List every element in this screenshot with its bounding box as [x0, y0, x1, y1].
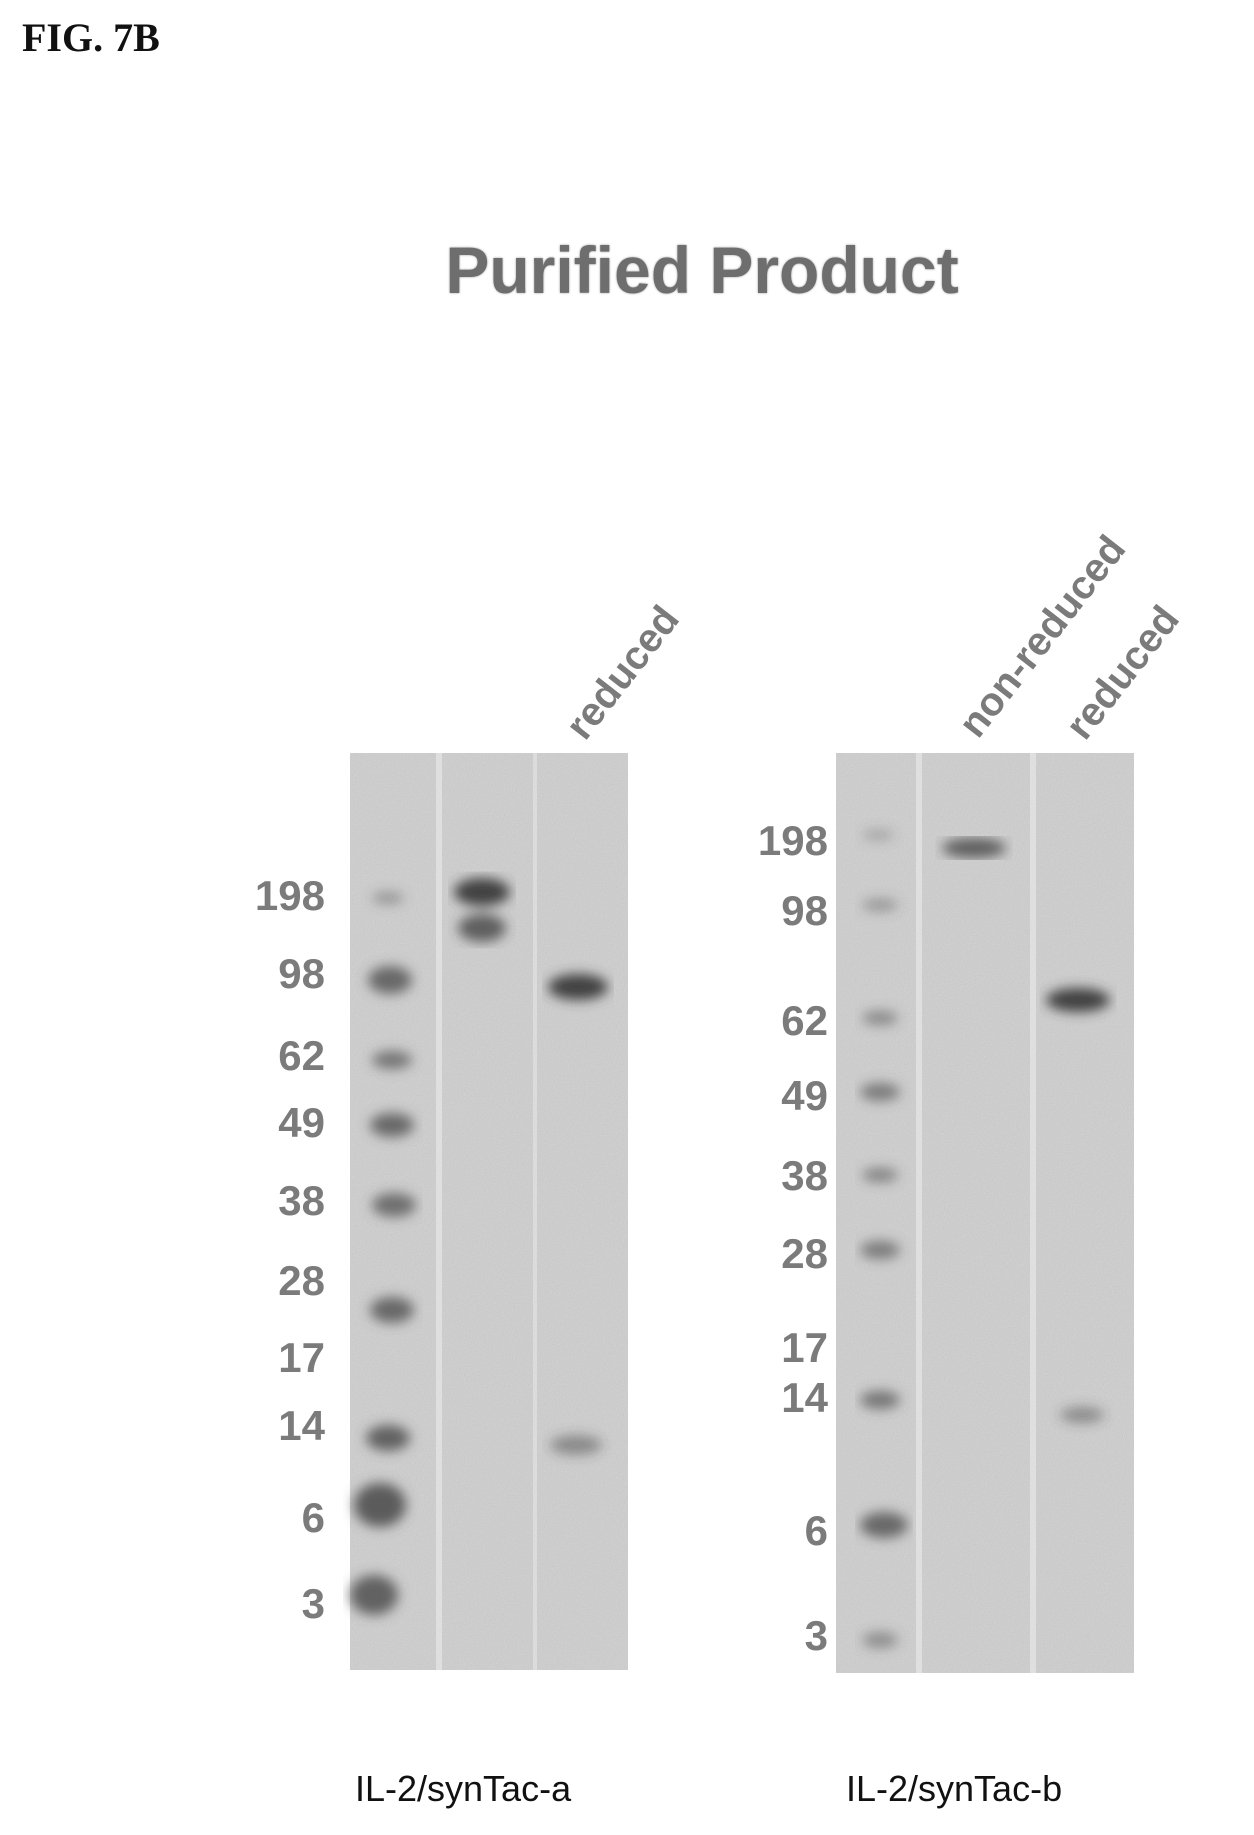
marker-label: 14 [278, 1402, 325, 1449]
lane-label-reduced-a: reduced [557, 598, 687, 748]
gel-a-caption: IL-2/synTac-a [355, 1768, 571, 1810]
sample-band [548, 974, 608, 1000]
gel-b-markers: 198 98 62 49 38 28 17 14 6 3 [758, 817, 829, 1659]
ladder-band [370, 1113, 414, 1137]
marker-label: 62 [278, 1032, 325, 1079]
marker-label: 6 [805, 1507, 828, 1554]
ladder-band [862, 899, 898, 911]
ladder-band [860, 1512, 908, 1538]
gel-a-markers: 198 98 62 49 38 28 17 14 6 3 [255, 872, 326, 1627]
ladder-band [862, 1632, 898, 1648]
sample-band [942, 838, 1006, 858]
ladder-band [372, 1051, 412, 1069]
marker-label: 198 [758, 817, 828, 864]
marker-label: 49 [781, 1072, 828, 1119]
marker-label: 28 [781, 1230, 828, 1277]
marker-label: 98 [278, 950, 325, 997]
ladder-band [372, 1193, 416, 1217]
ladder-band [862, 1168, 898, 1182]
ladder-band [862, 1011, 898, 1025]
marker-label: 3 [302, 1580, 325, 1627]
sample-band [1060, 1407, 1104, 1423]
marker-label: 49 [278, 1099, 325, 1146]
sample-band [550, 1435, 602, 1455]
ladder-band [368, 966, 412, 994]
gel-b [836, 753, 1134, 1673]
marker-label: 62 [781, 997, 828, 1044]
sample-band [458, 914, 506, 942]
ladder-band [372, 892, 404, 904]
marker-label: 98 [781, 887, 828, 934]
marker-label: 38 [278, 1177, 325, 1224]
marker-label: 6 [302, 1494, 325, 1541]
gel-b-caption: IL-2/synTac-b [846, 1768, 1062, 1810]
ladder-band [370, 1297, 414, 1323]
ladder-band [860, 1083, 900, 1101]
gel-b-lane-2-bands [942, 838, 1006, 858]
marker-label: 17 [278, 1334, 325, 1381]
marker-label: 28 [278, 1257, 325, 1304]
ladder-band [860, 1241, 900, 1259]
gel-a [350, 753, 628, 1670]
ladder-band [350, 1575, 398, 1615]
marker-label: 198 [255, 872, 325, 919]
ladder-band [366, 1425, 410, 1451]
marker-label: 3 [805, 1612, 828, 1659]
marker-label: 14 [781, 1374, 828, 1421]
sample-band [1046, 988, 1110, 1012]
marker-label: 38 [781, 1152, 828, 1199]
ladder-band [860, 1391, 900, 1409]
ladder-band [862, 830, 894, 840]
ladder-band [354, 1483, 406, 1527]
marker-label: 17 [781, 1324, 828, 1371]
sample-band [454, 878, 510, 906]
